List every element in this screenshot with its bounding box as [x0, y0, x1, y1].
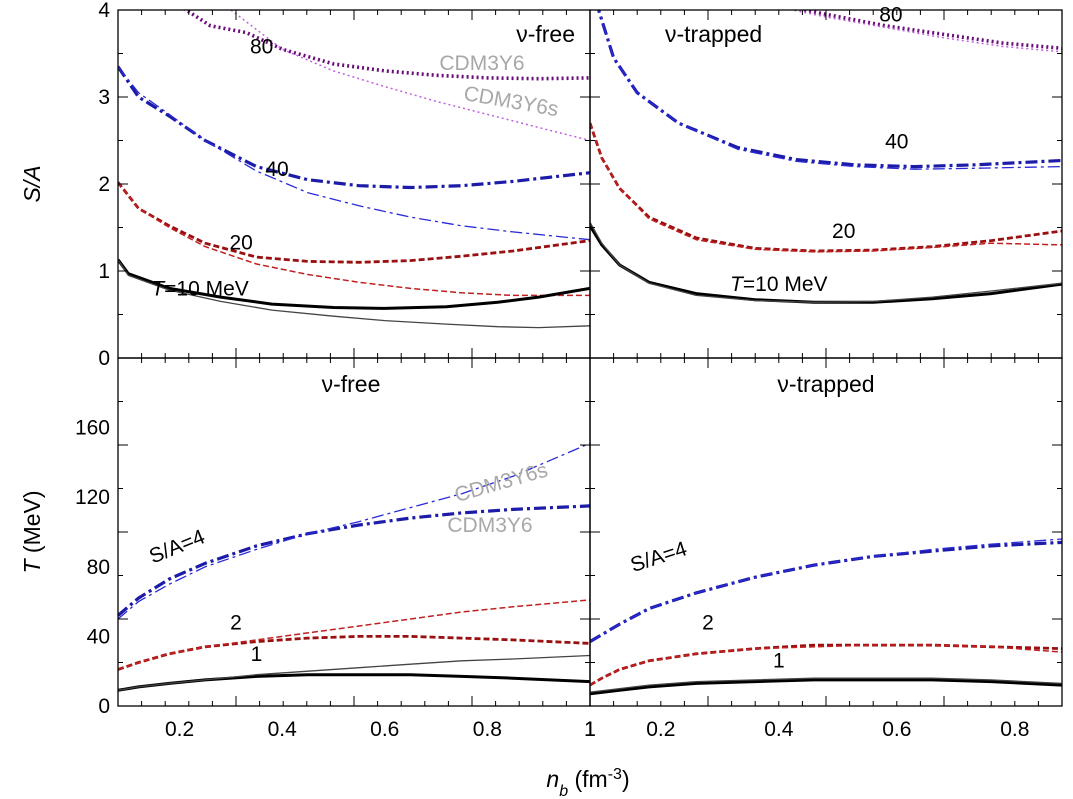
curve-label-tl-3: T=10 MeV	[151, 277, 248, 300]
curve-label-br-2: 1	[773, 650, 785, 673]
panel-title-bl: ν-free	[322, 371, 381, 397]
x-tick-label: 1	[584, 718, 596, 741]
panel-frame-tr	[589, 9, 1063, 359]
series-layer	[118, 10, 1062, 696]
y-tick-label: 1	[98, 260, 110, 283]
series-line-tr-5	[590, 122, 1062, 253]
panel-frame-br	[589, 357, 1063, 707]
series-line-bl-3	[118, 599, 590, 671]
curve-label-tr-2: 20	[832, 220, 855, 243]
series-line-tl-1	[230, 10, 590, 142]
series-line-tl-5	[118, 181, 590, 297]
y-axis-label-tl: S/A	[19, 165, 45, 202]
series-line-tr-3	[597, 10, 1062, 170]
series-line-tl-3	[118, 66, 590, 241]
x-tick-label: 0.8	[1000, 718, 1029, 741]
y-tick-label: 0	[98, 347, 110, 370]
curve-label-tr-0: 80	[879, 3, 902, 26]
series-line-tr-1	[789, 10, 1062, 53]
curve-label-tl-2: 20	[229, 231, 252, 254]
series-line-tl-4	[118, 181, 590, 264]
series-line-br-3	[590, 644, 1062, 686]
y-tick-label: 4	[98, 0, 110, 22]
series-line-br-1	[590, 538, 1062, 643]
series-line-bl-5	[118, 654, 590, 691]
series-line-tl-0	[182, 10, 590, 81]
curve-label-tl-1: 40	[265, 158, 288, 181]
curve-label-bl-1: 2	[230, 611, 242, 634]
model-label-tl-1: CDM3Y6s	[462, 82, 560, 121]
panel-title-tr: ν-trapped	[665, 21, 762, 47]
curve-label-tl-0: 80	[250, 36, 273, 59]
series-line-tl-2	[118, 65, 590, 190]
x-tick-label: 0.2	[165, 718, 194, 741]
x-axis-label: nb (fm-3)	[546, 766, 629, 799]
x-tick-label: 0.4	[268, 718, 298, 741]
curve-label-bl-0: S/A=4	[146, 525, 208, 568]
y-tick-label: 40	[87, 625, 110, 648]
x-tick-label: 0.6	[882, 718, 911, 741]
panel-title-br: ν-trapped	[777, 371, 874, 397]
model-label-tl-0: CDM3Y6	[439, 52, 524, 75]
curve-label-br-1: 2	[702, 611, 714, 634]
panel-title-tl: ν-free	[516, 21, 575, 47]
y-axis-label-bl: T (MeV)	[19, 490, 45, 573]
model-label-bl-1: CDM3Y6	[447, 514, 532, 537]
series-line-br-4	[590, 678, 1062, 696]
y-tick-label: 160	[75, 417, 110, 440]
curve-label-tr-1: 40	[885, 130, 908, 153]
y-tick-label: 3	[98, 86, 110, 109]
series-line-tl-7	[118, 259, 590, 329]
series-line-tr-0	[796, 10, 1062, 51]
x-tick-label: 1	[584, 718, 596, 741]
y-tick-label: 120	[75, 486, 110, 509]
model-label-bl-0: CDM3Y6s	[452, 459, 550, 507]
frame-layer	[117, 9, 1063, 707]
curve-label-bl-2: 1	[251, 643, 263, 666]
series-line-bl-4	[118, 673, 590, 692]
series-line-tr-7	[590, 221, 1062, 303]
series-line-br-5	[590, 677, 1062, 693]
x-tick-label: 0.8	[473, 718, 502, 741]
series-line-bl-2	[118, 635, 590, 671]
curve-label-tr-3: T=10 MeV	[730, 273, 827, 296]
y-tick-label: 80	[87, 556, 110, 579]
x-tick-label: 0.2	[646, 718, 675, 741]
series-line-tl-6	[118, 258, 590, 310]
y-tick-label: 2	[98, 173, 110, 196]
series-line-tr-4	[590, 122, 1062, 253]
x-tick-label: 0.4	[764, 718, 794, 741]
series-line-bl-1	[118, 442, 590, 620]
curve-label-br-0: S/A=4	[628, 537, 690, 577]
x-tick-label: 0.6	[370, 718, 399, 741]
y-tick-label: 0	[98, 695, 110, 718]
